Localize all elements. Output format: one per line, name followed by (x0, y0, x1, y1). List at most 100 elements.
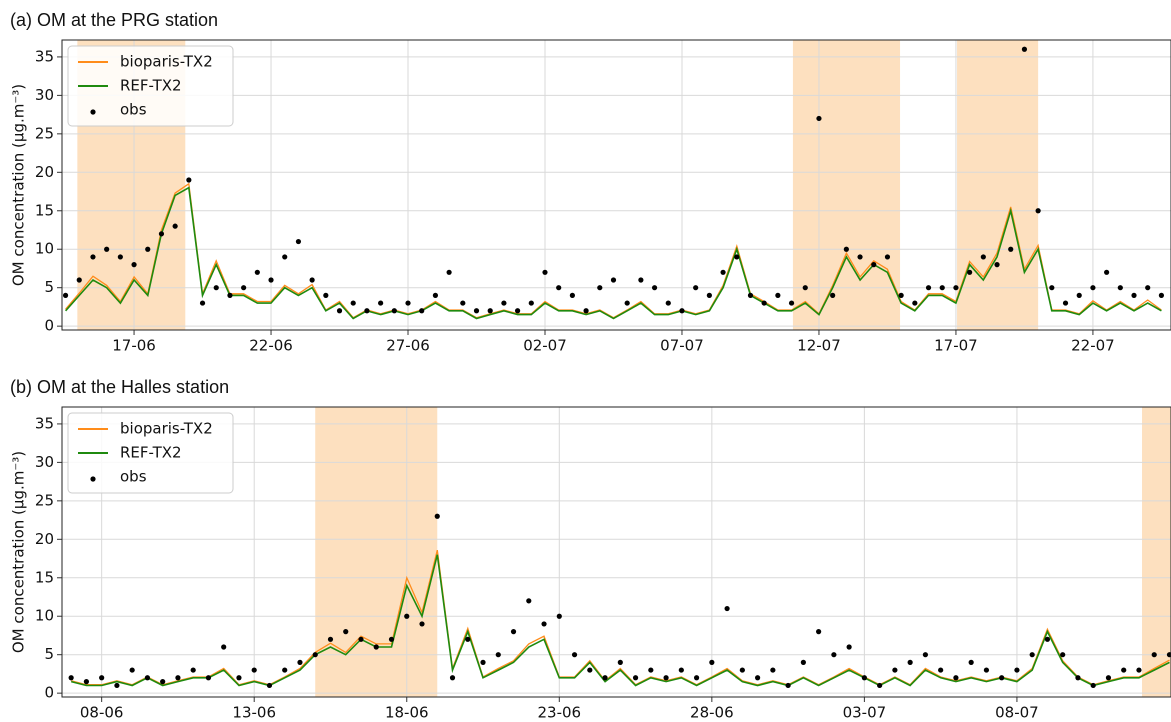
y-tick-label: 15 (35, 568, 54, 586)
obs-point (449, 675, 456, 681)
legend-box (67, 45, 234, 127)
obs-point (117, 254, 123, 260)
obs-point (158, 231, 165, 237)
y-tick-label: 35 (35, 47, 54, 65)
obs-point (898, 292, 904, 298)
legend-label: REF-TX2 (120, 444, 182, 462)
obs-point (227, 292, 233, 298)
legend-label: obs (120, 468, 147, 486)
obs-point (709, 659, 715, 665)
obs-point (404, 613, 410, 619)
obs-point (309, 277, 315, 283)
obs-point (747, 292, 754, 298)
obs-point (816, 629, 822, 635)
obs-point (968, 659, 974, 665)
x-tick-label: 28-06 (690, 704, 734, 719)
obs-point (160, 679, 166, 685)
obs-point (1090, 682, 1096, 689)
legend-label: bioparis-TX2 (120, 420, 213, 438)
legend-label: obs (120, 101, 147, 119)
obs-point (693, 285, 699, 291)
axes-frame (61, 406, 1171, 698)
obs-point (624, 300, 630, 306)
obs-point (648, 667, 654, 673)
y-tick-label: 5 (44, 645, 54, 663)
obs-point (770, 667, 776, 673)
obs-point (755, 675, 761, 681)
obs-point (1075, 675, 1081, 681)
obs-point (597, 285, 603, 291)
obs-point (323, 292, 329, 298)
obs-point (1145, 285, 1151, 291)
y-tick-label: 0 (44, 317, 54, 335)
obs-point (391, 308, 397, 314)
obs-point (1131, 292, 1137, 298)
obs-point (541, 621, 547, 627)
y-axis-label: OM concentration (μg.m⁻³) (10, 451, 28, 653)
obs-point (186, 177, 192, 183)
obs-point (938, 667, 944, 673)
obs-point (761, 300, 767, 306)
highlight-span (792, 40, 901, 330)
obs-point (514, 308, 521, 314)
obs-point (1035, 208, 1041, 214)
obs-point (129, 667, 135, 673)
obs-point (739, 667, 745, 673)
panel-title: (a) OM at the PRG station (10, 10, 218, 30)
y-tick-label: 35 (35, 414, 54, 432)
obs-point (556, 285, 562, 291)
obs-point (526, 598, 532, 604)
obs-point (236, 675, 242, 681)
obs-point (1158, 292, 1165, 298)
obs-point (912, 300, 918, 306)
obs-point (528, 300, 534, 306)
obs-point (254, 269, 260, 275)
obs-point (693, 675, 700, 681)
x-tick-label: 22-06 (249, 337, 293, 355)
obs-point (221, 644, 227, 650)
obs-point (268, 277, 274, 283)
obs-point (1014, 667, 1020, 673)
highlight-span (957, 40, 1039, 330)
obs-point (651, 285, 658, 291)
legend-label: bioparis-TX2 (120, 53, 213, 71)
obs-point (495, 652, 501, 658)
obs-point (419, 621, 425, 627)
obs-point (1121, 667, 1127, 673)
axes-frame (61, 39, 1171, 331)
obs-point (104, 246, 110, 252)
legend-swatch (90, 476, 96, 482)
obs-point (788, 300, 795, 306)
obs-point (297, 659, 303, 665)
obs-point (1062, 300, 1069, 306)
x-tick-label: 13-06 (232, 704, 276, 719)
obs-point (775, 292, 781, 298)
obs-point (871, 262, 877, 268)
obs-point (501, 300, 507, 306)
x-tick-label: 17-06 (112, 337, 156, 355)
x-tick-label: 08-07 (995, 704, 1039, 719)
obs-point (907, 659, 913, 665)
x-tick-label: 23-06 (537, 704, 581, 719)
obs-point (312, 652, 318, 658)
x-tick-label: 12-07 (797, 337, 841, 355)
obs-point (877, 682, 883, 689)
obs-point (1008, 246, 1014, 252)
obs-point (583, 308, 589, 314)
legend-label: REF-TX2 (120, 77, 182, 95)
x-tick-label: 02-07 (523, 337, 567, 355)
obs-point (967, 269, 973, 275)
obs-point (213, 285, 219, 291)
obs-point (802, 285, 808, 291)
obs-point (465, 636, 471, 642)
obs-point (145, 246, 151, 252)
obs-point (925, 285, 932, 291)
obs-point (1117, 285, 1123, 291)
obs-point (131, 262, 137, 268)
x-tick-label: 03-07 (843, 704, 887, 719)
obs-point (542, 269, 548, 275)
obs-point (358, 636, 364, 642)
obs-point (373, 644, 379, 650)
obs-point (473, 308, 480, 314)
